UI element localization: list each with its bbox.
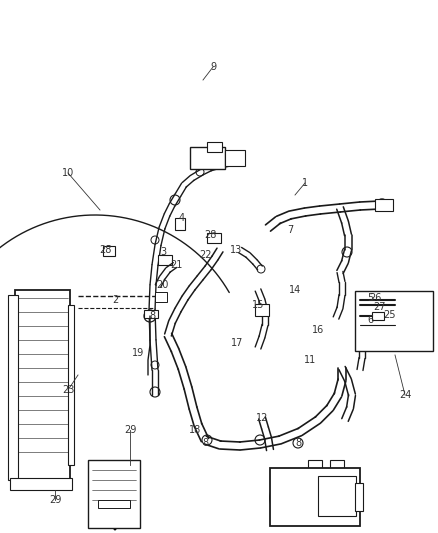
Text: 1: 1 [302, 178, 308, 188]
Text: 3: 3 [160, 247, 166, 257]
Text: 17: 17 [231, 338, 243, 348]
Bar [190, 147, 225, 169]
Bar [318, 476, 356, 516]
Text: 24: 24 [399, 390, 411, 400]
Bar [88, 460, 140, 528]
Text: 9: 9 [210, 62, 216, 72]
Bar [375, 199, 393, 211]
Bar [175, 218, 185, 230]
Circle shape [287, 493, 297, 503]
Bar [372, 312, 384, 320]
Bar [68, 305, 74, 465]
Text: 27: 27 [374, 302, 386, 312]
Bar [155, 292, 167, 302]
Text: 22: 22 [199, 250, 211, 260]
Text: 25: 25 [384, 310, 396, 320]
Text: 4: 4 [179, 213, 185, 223]
Text: 5: 5 [367, 293, 373, 303]
Bar [330, 460, 344, 470]
Bar [103, 246, 115, 256]
Text: 11: 11 [304, 355, 316, 365]
Text: 15: 15 [252, 300, 264, 310]
Bar [355, 483, 363, 511]
Bar [144, 310, 158, 318]
Text: 28: 28 [204, 230, 216, 240]
Polygon shape [108, 522, 122, 530]
Text: 26: 26 [369, 293, 381, 303]
Text: 14: 14 [289, 285, 301, 295]
Bar [8, 295, 18, 480]
Bar [270, 468, 360, 526]
Text: 12: 12 [256, 413, 268, 423]
Bar [308, 460, 322, 470]
Text: 8: 8 [149, 311, 155, 321]
Text: 29: 29 [124, 425, 136, 435]
Text: 10: 10 [62, 168, 74, 178]
Text: 13: 13 [230, 245, 242, 255]
Text: 8: 8 [202, 438, 208, 448]
Circle shape [382, 333, 388, 337]
Text: 18: 18 [189, 425, 201, 435]
Bar [355, 291, 433, 351]
Bar [158, 255, 172, 265]
Text: 2: 2 [112, 295, 118, 305]
Text: 19: 19 [132, 348, 144, 358]
Text: 8: 8 [295, 438, 301, 448]
Bar [255, 304, 269, 316]
Text: 21: 21 [170, 260, 182, 270]
Text: 6: 6 [367, 315, 373, 325]
Bar [15, 290, 70, 485]
Bar [225, 150, 245, 166]
Bar [207, 233, 221, 243]
Text: 7: 7 [287, 225, 293, 235]
Text: 16: 16 [312, 325, 324, 335]
Text: 20: 20 [156, 280, 168, 290]
Bar [207, 142, 222, 152]
Circle shape [372, 333, 378, 337]
Bar [98, 500, 130, 508]
Text: 23: 23 [62, 385, 74, 395]
Text: 29: 29 [49, 495, 61, 505]
Bar [10, 478, 72, 490]
Text: 28: 28 [99, 245, 111, 255]
Bar [105, 514, 127, 519]
Circle shape [392, 333, 398, 337]
